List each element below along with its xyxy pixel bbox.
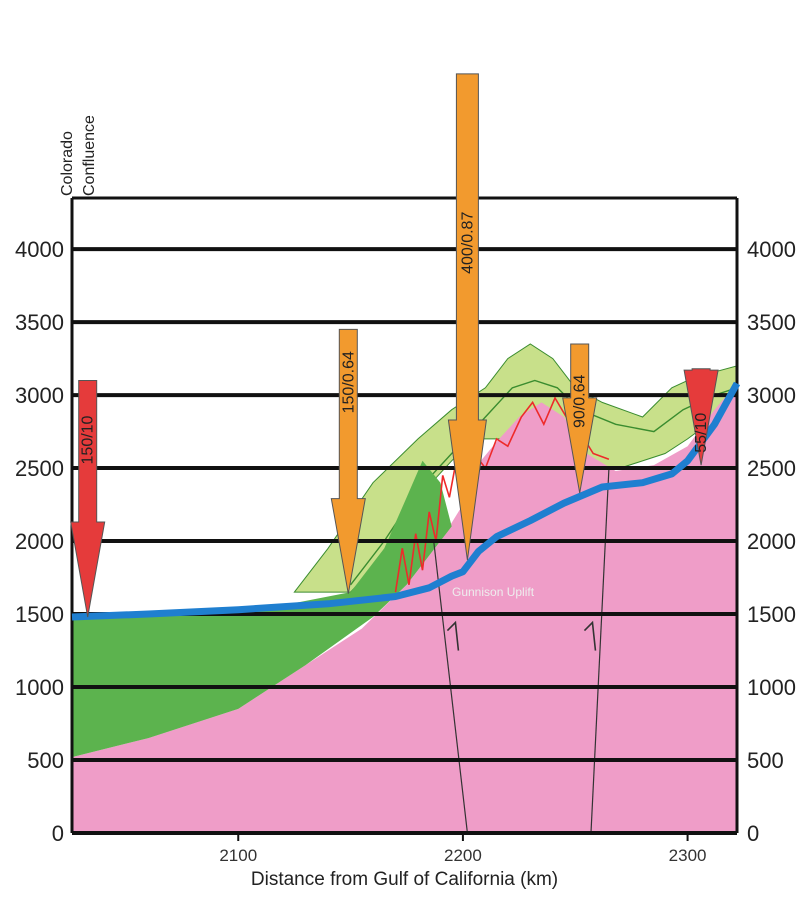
y-tick-label-right: 4000 <box>747 237 796 262</box>
fault-line-2 <box>590 468 610 834</box>
river-profile <box>71 381 741 621</box>
y-tick-label-right: 2500 <box>747 456 796 481</box>
y-tick-label-left: 0 <box>52 821 64 846</box>
confluence-label-line1: Colorado <box>59 131 76 196</box>
y-tick-label-right: 3500 <box>747 310 796 335</box>
fault-arrow-1 <box>446 620 460 651</box>
y-tick-label-left: 2500 <box>15 456 64 481</box>
y-tick-label-right: 1000 <box>747 675 796 700</box>
river-label: Gunnison River <box>136 593 219 607</box>
basement-area <box>72 383 737 833</box>
x-tick-label: 2100 <box>219 846 257 865</box>
confluence-label-line2: Confluence <box>81 115 98 196</box>
arrow <box>447 73 487 561</box>
arrow-label: 400/0.87 <box>459 212 476 274</box>
y-tick-label-left: 500 <box>27 748 64 773</box>
fault-arrow-2 <box>583 620 597 651</box>
x-tick-label: 2300 <box>669 846 707 865</box>
y-tick-label-right: 2000 <box>747 529 796 554</box>
y-tick-label-left: 1000 <box>15 675 64 700</box>
y-tick-label-right: 3000 <box>747 383 796 408</box>
arrow-label: 150/10 <box>80 415 97 464</box>
x-tick-label: 2200 <box>444 846 482 865</box>
y-tick-label-right: 0 <box>747 821 759 846</box>
y-tick-label-left: 2000 <box>15 529 64 554</box>
arrow <box>70 380 106 618</box>
y-tick-label-right: 1500 <box>747 602 796 627</box>
arrow-label: 55/10 <box>693 413 710 453</box>
arrow <box>562 343 598 493</box>
arrow <box>330 328 366 594</box>
y-tick-label-left: 1500 <box>15 602 64 627</box>
uplift-label: Gunnison Uplift <box>452 585 535 599</box>
arrow-label: 150/0.64 <box>340 351 357 413</box>
x-axis-label: Distance from Gulf of California (km) <box>251 869 558 890</box>
arrow <box>683 368 719 466</box>
y-tick-label-left: 4000 <box>15 237 64 262</box>
arrow-label: 90/0.64 <box>572 374 589 427</box>
y-tick-label-left: 3500 <box>15 310 64 335</box>
y-tick-label-right: 500 <box>747 748 784 773</box>
y-tick-label-left: 3000 <box>15 383 64 408</box>
